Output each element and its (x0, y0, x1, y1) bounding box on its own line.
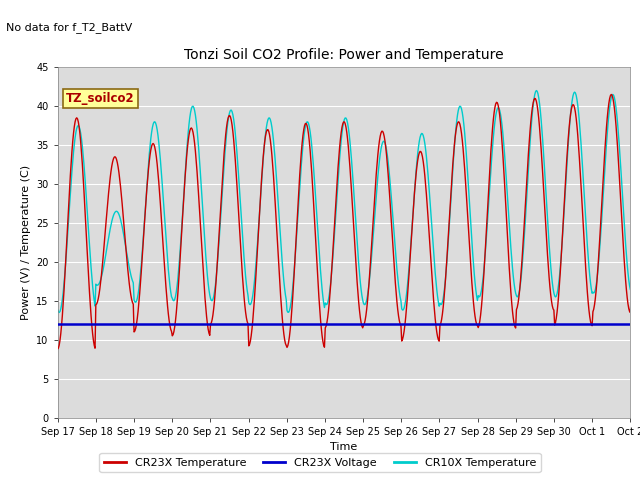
Text: TZ_soilco2: TZ_soilco2 (66, 92, 135, 105)
Y-axis label: Power (V) / Temperature (C): Power (V) / Temperature (C) (20, 165, 31, 320)
Legend: CR23X Temperature, CR23X Voltage, CR10X Temperature: CR23X Temperature, CR23X Voltage, CR10X … (99, 453, 541, 472)
Text: No data for f_T2_BattV: No data for f_T2_BattV (6, 22, 132, 33)
Title: Tonzi Soil CO2 Profile: Power and Temperature: Tonzi Soil CO2 Profile: Power and Temper… (184, 48, 504, 62)
X-axis label: Time: Time (330, 442, 358, 452)
